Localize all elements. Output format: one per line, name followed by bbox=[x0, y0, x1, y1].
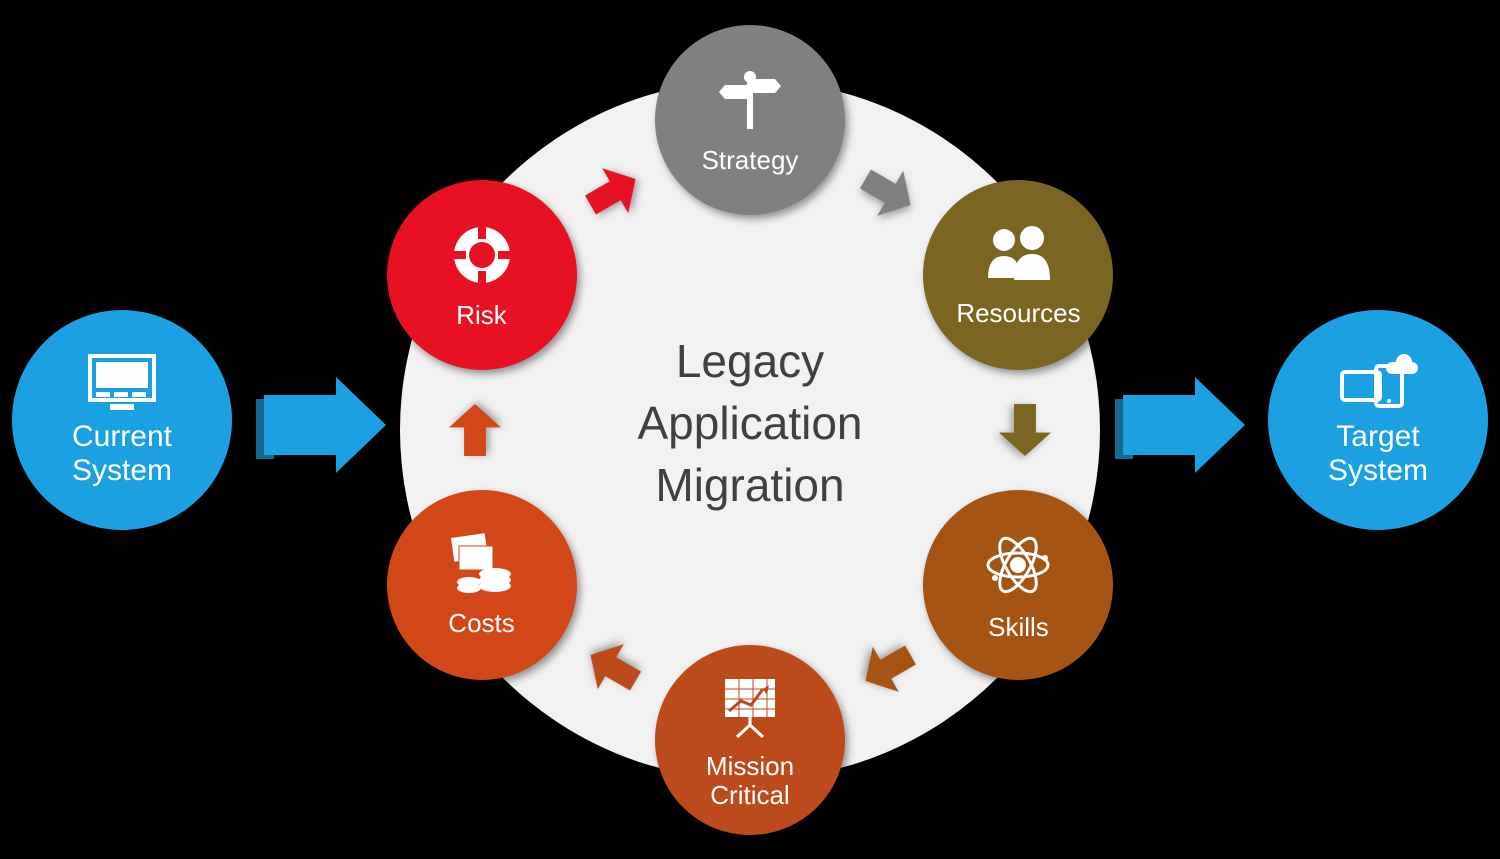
node-strategy: Strategy bbox=[655, 25, 845, 215]
chevron-1 bbox=[999, 404, 1051, 456]
center-title-line3: Migration bbox=[590, 454, 910, 516]
center-title-line1: Legacy bbox=[590, 330, 910, 392]
current-system-node: Current System bbox=[12, 310, 232, 530]
node-costs: Costs bbox=[387, 490, 577, 680]
node-strategy-label: Strategy bbox=[702, 146, 799, 175]
people-icon bbox=[980, 222, 1056, 293]
target-system-label: Target System bbox=[1328, 420, 1428, 489]
node-resources: Resources bbox=[923, 180, 1113, 370]
monitor-icon bbox=[86, 352, 158, 414]
node-skills-label: Skills bbox=[988, 613, 1049, 642]
center-title: Legacy Application Migration bbox=[590, 330, 910, 516]
node-resources-label: Resources bbox=[956, 299, 1080, 328]
flow-arrow-right bbox=[1115, 377, 1245, 487]
node-risk: Risk bbox=[387, 180, 577, 370]
chevron-4 bbox=[449, 404, 501, 456]
node-skills: Skills bbox=[923, 490, 1113, 680]
node-mission-label: MissionCritical bbox=[706, 752, 794, 809]
node-risk-label: Risk bbox=[456, 301, 507, 330]
current-system-circle: Current System bbox=[12, 310, 232, 530]
center-title-line2: Application bbox=[590, 392, 910, 454]
chart-board-icon bbox=[715, 671, 785, 746]
diagram-canvas: Legacy Application Migration Current Sys… bbox=[0, 0, 1500, 859]
flow-arrow-left bbox=[256, 377, 386, 487]
atom-icon bbox=[981, 528, 1055, 607]
current-system-label: Current System bbox=[72, 420, 172, 489]
money-stack-icon bbox=[445, 532, 519, 603]
node-costs-label: Costs bbox=[448, 609, 514, 638]
target-system-node: Target System bbox=[1268, 310, 1488, 530]
signpost-icon bbox=[715, 65, 785, 140]
target-system-circle: Target System bbox=[1268, 310, 1488, 530]
node-mission: MissionCritical bbox=[655, 645, 845, 835]
lifesaver-icon bbox=[447, 220, 517, 295]
devices-cloud-icon bbox=[1336, 352, 1420, 414]
